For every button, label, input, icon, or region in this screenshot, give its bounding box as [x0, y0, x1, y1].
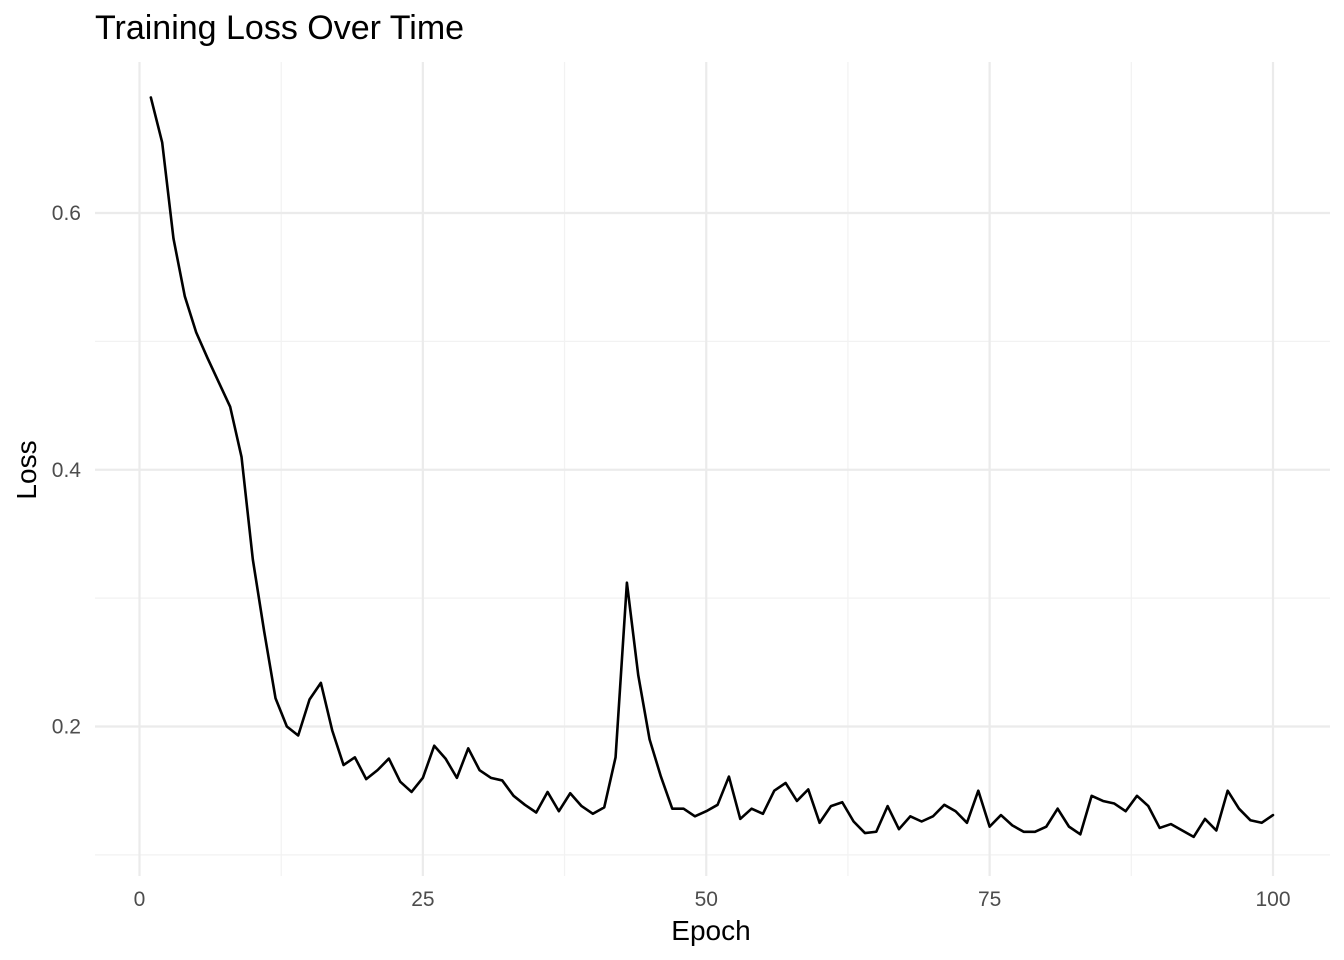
y-tick-label: 0.6 — [52, 202, 81, 225]
loss-series-line — [149, 96, 1275, 839]
y-axis-title: Loss — [11, 440, 42, 499]
x-axis-title: Epoch — [671, 915, 750, 946]
chart-title: Training Loss Over Time — [95, 9, 464, 47]
grid-layer — [95, 62, 1330, 876]
x-tick-label: 25 — [411, 888, 434, 911]
y-tick-labels: 0.2 0.4 0.6 — [52, 202, 82, 739]
x-tick-label: 0 — [134, 888, 146, 911]
x-tick-label: 75 — [978, 888, 1001, 911]
x-tick-label: 100 — [1255, 888, 1290, 911]
y-tick-label: 0.2 — [52, 716, 81, 739]
x-tick-label: 50 — [695, 888, 718, 911]
series-layer — [149, 96, 1275, 839]
y-tick-label: 0.4 — [52, 459, 82, 482]
x-tick-labels: 0 25 50 75 100 — [134, 888, 1291, 911]
